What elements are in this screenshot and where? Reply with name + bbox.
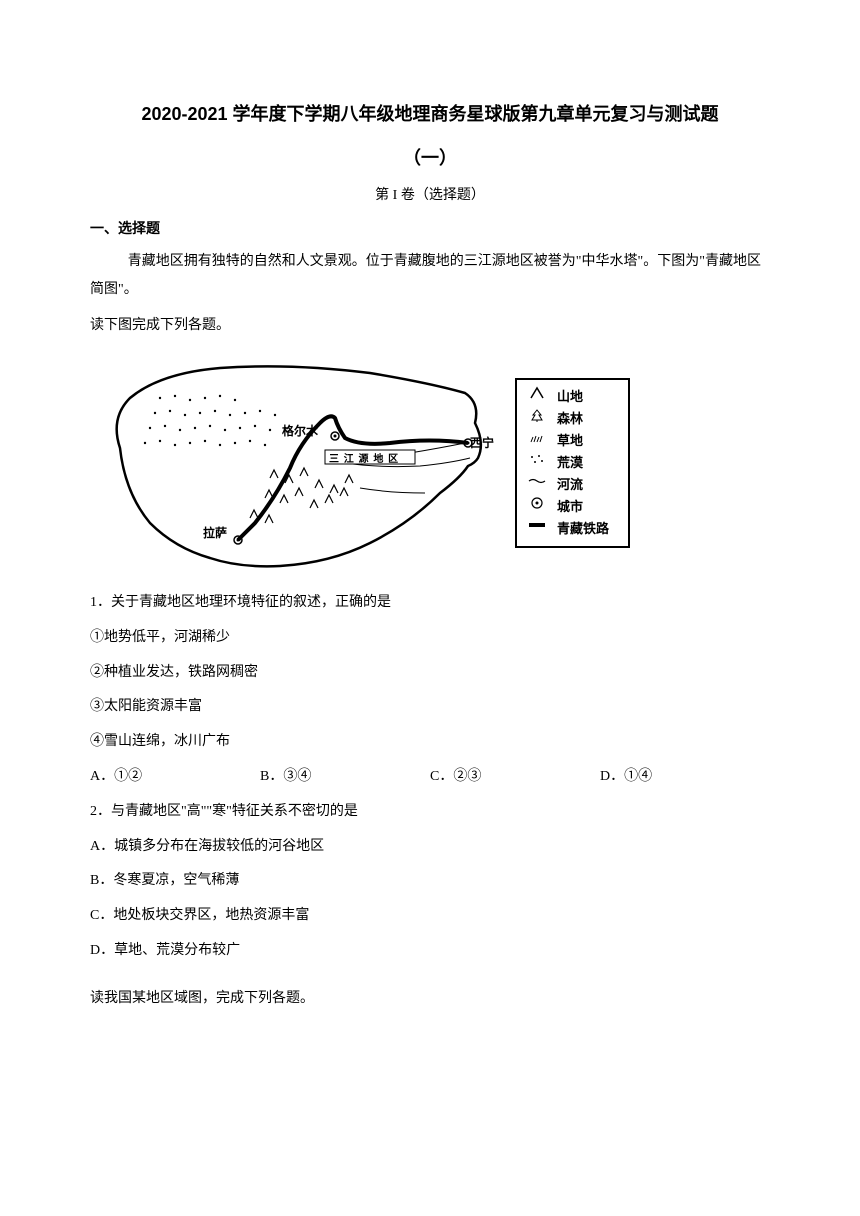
tree-icon bbox=[525, 408, 549, 427]
legend-item: 荒漠 bbox=[525, 452, 620, 471]
q2-option-a: A．城镇多分布在海拔较低的河谷地区 bbox=[90, 832, 770, 863]
q1-item: ①地势低平，河湖稀少 bbox=[90, 623, 770, 654]
q2-option-b: B．冬寒夏凉，空气稀薄 bbox=[90, 866, 770, 897]
legend-item: 山地 bbox=[525, 386, 620, 405]
q2-option-c: C．地处板块交界区，地热资源丰富 bbox=[90, 901, 770, 932]
page-title-sub: （一） bbox=[90, 144, 770, 170]
q1-option-c: C．②③ bbox=[430, 762, 600, 793]
dots-icon bbox=[525, 452, 549, 471]
legend-item: 城市 bbox=[525, 496, 620, 515]
q2-option-d: D．草地、荒漠分布较广 bbox=[90, 936, 770, 967]
map-figure: 格尔木 西宁 拉萨 三 江 源 地 区 山地 森林 草地 荒漠 河流 城市 bbox=[90, 348, 630, 576]
legend-item: 青藏铁路 bbox=[525, 518, 620, 537]
q1-option-d: D．①④ bbox=[600, 762, 770, 793]
intro-text: 青藏地区拥有独特的自然和人文景观。位于青藏腹地的三江源地区被誉为"中华水塔"。下… bbox=[90, 248, 770, 304]
q2-stem: 2．与青藏地区"高""寒"特征关系不密切的是 bbox=[90, 797, 770, 828]
legend-item: 草地 bbox=[525, 430, 620, 449]
map-legend: 山地 森林 草地 荒漠 河流 城市 青藏铁路 bbox=[515, 378, 630, 548]
legend-label: 山地 bbox=[557, 386, 583, 405]
map-svg bbox=[90, 348, 490, 576]
legend-label: 河流 bbox=[557, 474, 583, 493]
legend-item: 河流 bbox=[525, 474, 620, 493]
legend-label: 荒漠 bbox=[557, 452, 583, 471]
q1-item: ③太阳能资源丰富 bbox=[90, 692, 770, 723]
city-lasa: 拉萨 bbox=[203, 524, 227, 541]
legend-label: 城市 bbox=[557, 496, 583, 515]
page-title-main: 2020-2021 学年度下学期八年级地理商务星球版第九章单元复习与测试题 bbox=[90, 100, 770, 126]
q1-option-b: B．③④ bbox=[260, 762, 430, 793]
circle-icon bbox=[525, 496, 549, 515]
mountain-icon bbox=[525, 386, 549, 405]
city-geermu: 格尔木 bbox=[282, 422, 318, 439]
q1-stem: 1．关于青藏地区地理环境特征的叙述，正确的是 bbox=[90, 588, 770, 619]
grass-icon bbox=[525, 430, 549, 449]
region-sanjiang: 三 江 源 地 区 bbox=[329, 450, 399, 465]
section-subtitle: 第 I 卷（选择题） bbox=[90, 184, 770, 204]
q1-item: ②种植业发达，铁路网稠密 bbox=[90, 658, 770, 689]
q1-option-a: A．①② bbox=[90, 762, 260, 793]
rail-icon bbox=[525, 518, 549, 537]
legend-label: 草地 bbox=[557, 430, 583, 449]
next-instruction: 读我国某地区域图，完成下列各题。 bbox=[90, 985, 770, 1013]
instruction-text: 读下图完成下列各题。 bbox=[90, 312, 770, 340]
city-xining: 西宁 bbox=[470, 434, 494, 451]
river-icon bbox=[525, 474, 549, 493]
legend-item: 森林 bbox=[525, 408, 620, 427]
legend-label: 青藏铁路 bbox=[557, 518, 609, 537]
q1-options: A．①② B．③④ C．②③ D．①④ bbox=[90, 762, 770, 793]
q1-item: ④雪山连绵，冰川广布 bbox=[90, 727, 770, 758]
legend-label: 森林 bbox=[557, 408, 583, 427]
section-header: 一、选择题 bbox=[90, 218, 770, 238]
